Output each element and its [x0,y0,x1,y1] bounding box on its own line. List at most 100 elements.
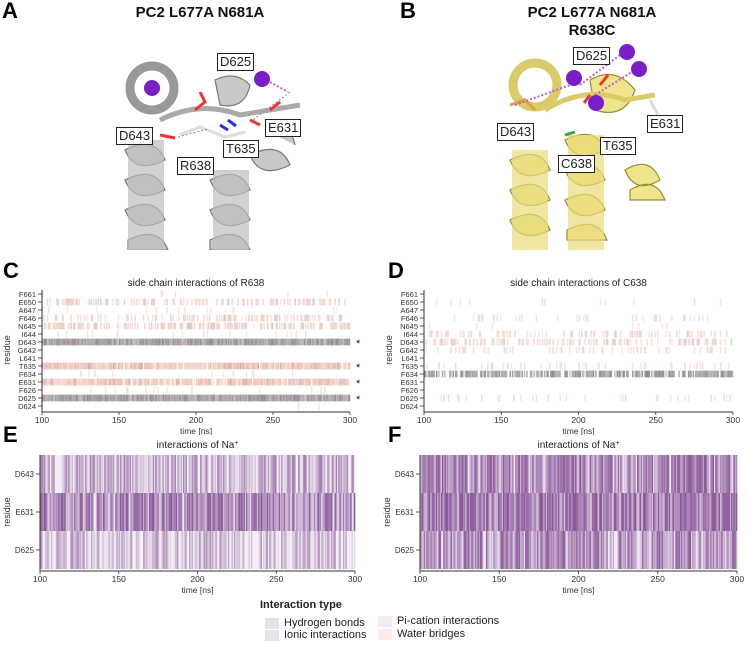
interaction-stripe [126,394,128,402]
interaction-stripe [579,370,582,378]
interaction-stripe [76,298,78,306]
interaction-stripe [62,322,64,330]
interaction-stripe [212,394,215,402]
interaction-stripe [63,493,65,531]
interaction-stripe [244,378,247,386]
legend-label: Water bridges [397,628,466,640]
interaction-stripe [699,330,702,338]
interaction-stripe [595,338,597,346]
interaction-stripe [47,455,49,493]
interaction-stripe [262,378,264,386]
interaction-stripe [176,531,179,569]
interaction-stripe [158,338,160,346]
interaction-stripe [252,394,255,402]
x-tick-label: 100 [35,415,49,425]
interaction-stripe [585,531,588,569]
interaction-stripe [503,338,506,346]
interaction-stripe [591,493,594,531]
interaction-stripe [440,394,443,402]
interaction-stripe [99,493,101,531]
interaction-stripe [303,298,306,306]
interaction-stripe [572,531,574,569]
interaction-stripe [326,314,328,322]
interaction-stripe [308,493,311,531]
interaction-stripe [250,394,252,402]
interaction-stripe [209,455,212,493]
interaction-stripe [483,455,485,493]
interaction-stripe [295,455,298,493]
interaction-stripe [345,394,347,402]
interaction-stripe [340,378,342,386]
interaction-stripe [463,330,465,338]
interaction-stripe [665,531,667,569]
interaction-stripe [308,298,311,306]
interaction-stripe [47,306,50,314]
interaction-stripe [541,455,544,493]
interaction-stripe [570,338,572,346]
x-tick-label: 300 [348,574,362,584]
interaction-stripe [319,338,321,346]
interaction-stripe [582,455,584,493]
interaction-stripe [128,394,130,402]
interaction-stripe [198,493,201,531]
interaction-stripe [229,531,231,569]
interaction-stripe [70,314,72,322]
interaction-stripe [283,531,286,569]
interaction-stripe [53,531,55,569]
interaction-stripe [94,378,96,386]
interaction-stripe [689,338,691,346]
interaction-stripe [291,370,294,378]
interaction-stripe [98,362,101,370]
interaction-stripe [490,455,493,493]
interaction-stripe [663,455,666,493]
interaction-stripe [105,493,107,531]
interaction-stripe [229,394,231,402]
interaction-stripe [104,493,106,531]
interaction-stripe [310,531,312,569]
interaction-stripe [519,338,521,346]
interaction-stripe [284,531,287,569]
interaction-stripe [172,314,174,322]
interaction-stripe [492,314,495,322]
interaction-stripe [172,298,174,306]
interaction-stripe [693,455,695,493]
interaction-stripe [455,531,457,569]
interaction-stripe [49,394,51,402]
interaction-stripe [259,378,262,386]
interaction-stripe [192,531,195,569]
interaction-stripe [475,370,477,378]
interaction-stripe [460,531,462,569]
interaction-stripe [312,493,315,531]
interaction-stripe [227,394,230,402]
interaction-stripe [129,362,132,370]
interaction-stripe [452,370,455,378]
interaction-stripe [66,493,69,531]
interaction-stripe [507,531,510,569]
interaction-stripe [597,362,600,370]
interaction-stripe [261,378,263,386]
interaction-stripe [446,531,449,569]
interaction-stripe [478,531,481,569]
interaction-stripe [199,378,202,386]
interaction-stripe [327,531,329,569]
interaction-stripe [60,531,63,569]
interaction-stripe [255,394,257,402]
interaction-stripe [595,370,597,378]
sodium-ion-icon [619,44,635,60]
interaction-stripe [289,531,292,569]
interaction-stripe [284,378,287,386]
interaction-stripe [161,455,163,493]
interaction-stripe [111,394,114,402]
interaction-stripe [192,455,195,493]
interaction-stripe [502,362,504,370]
interaction-stripe [483,531,485,569]
interaction-stripe [318,531,321,569]
interaction-stripe [146,394,148,402]
interaction-stripe [346,531,349,569]
interaction-stripe [187,531,190,569]
interaction-stripe [550,531,552,569]
interaction-stripe [158,362,160,370]
interaction-stripe [689,362,691,370]
interaction-stripe [294,362,296,370]
interaction-stripe [102,338,104,346]
